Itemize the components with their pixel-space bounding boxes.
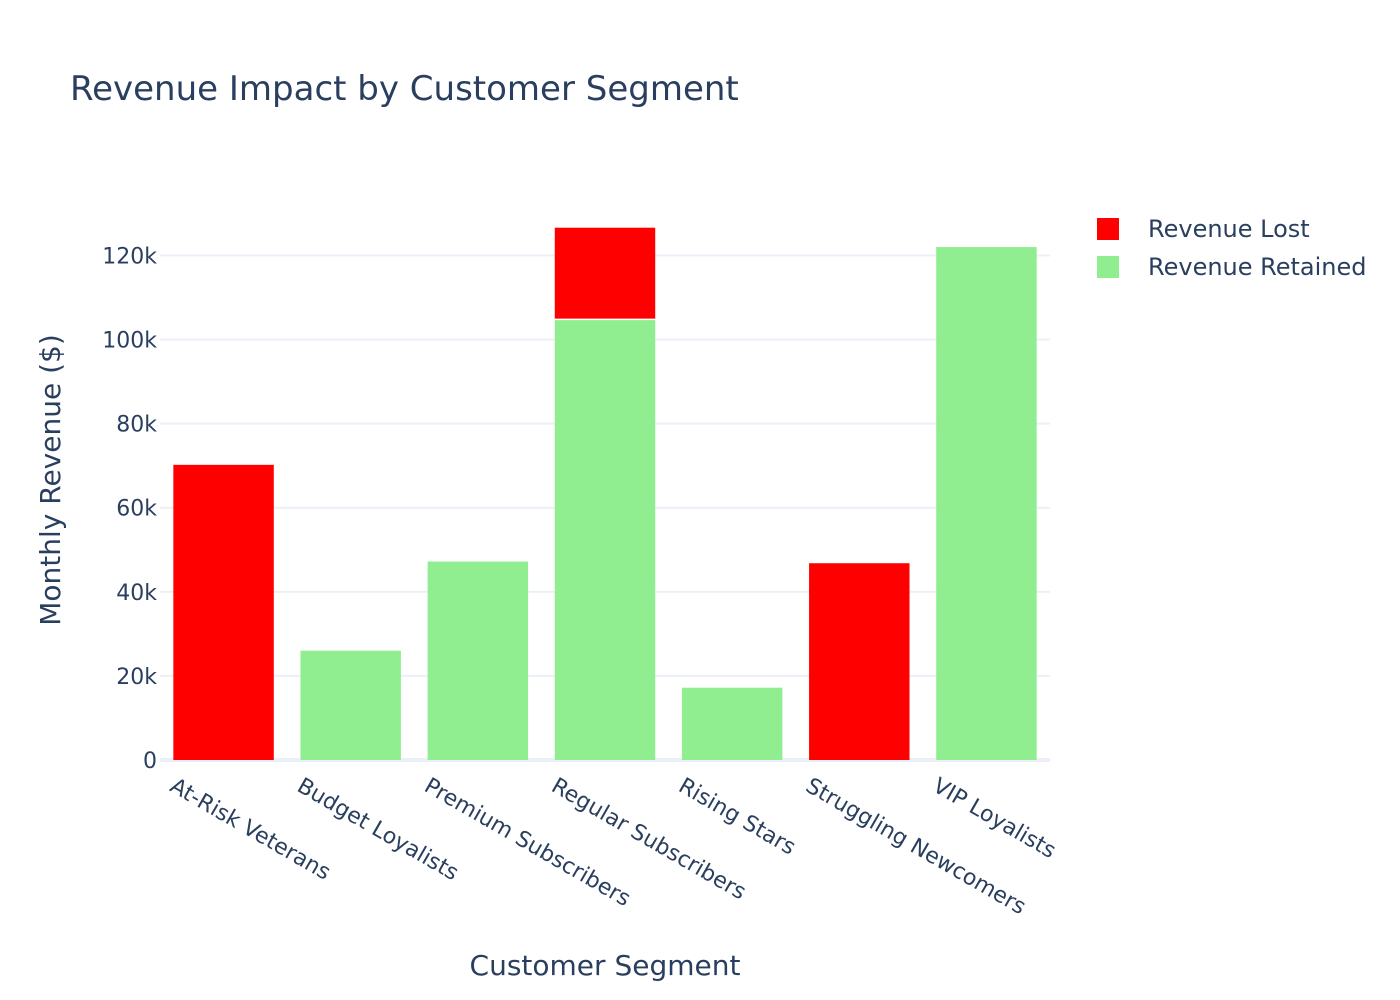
y-tick-label: 0 <box>143 749 157 774</box>
x-tick-label: Rising Stars <box>674 774 799 861</box>
y-tick-label: 120k <box>102 244 157 269</box>
bar-revenue-lost[interactable] <box>809 563 910 760</box>
legend-label[interactable]: Revenue Retained <box>1148 253 1367 281</box>
y-axis-ticks: 0 20k 40k 60k 80k 100k 120k <box>102 244 157 774</box>
bar-revenue-lost[interactable] <box>173 464 274 760</box>
bar-revenue-retained[interactable] <box>936 247 1037 760</box>
chart-title: Revenue Impact by Customer Segment <box>70 69 739 109</box>
bar-revenue-retained[interactable] <box>300 650 401 760</box>
bar-revenue-retained[interactable] <box>554 319 656 760</box>
bars <box>173 227 1037 760</box>
legend-label[interactable]: Revenue Lost <box>1148 215 1310 243</box>
x-tick-label: Struggling Newcomers <box>801 774 1030 920</box>
legend[interactable]: Revenue Lost Revenue Retained <box>1097 215 1367 281</box>
bar-revenue-lost[interactable] <box>554 227 656 320</box>
x-axis-title: Customer Segment <box>470 949 741 982</box>
y-tick-label: 100k <box>102 329 157 354</box>
legend-swatch[interactable] <box>1097 218 1119 240</box>
y-axis-title: Monthly Revenue ($) <box>34 334 67 626</box>
y-tick-label: 20k <box>116 665 157 690</box>
y-tick-label: 60k <box>116 497 157 522</box>
x-tick-label: Premium Subscribers <box>420 774 635 912</box>
y-tick-label: 40k <box>116 581 157 606</box>
bar-revenue-retained[interactable] <box>681 687 783 760</box>
y-tick-label: 80k <box>116 413 157 438</box>
bar-revenue-retained[interactable] <box>427 561 529 760</box>
legend-swatch[interactable] <box>1097 256 1119 278</box>
